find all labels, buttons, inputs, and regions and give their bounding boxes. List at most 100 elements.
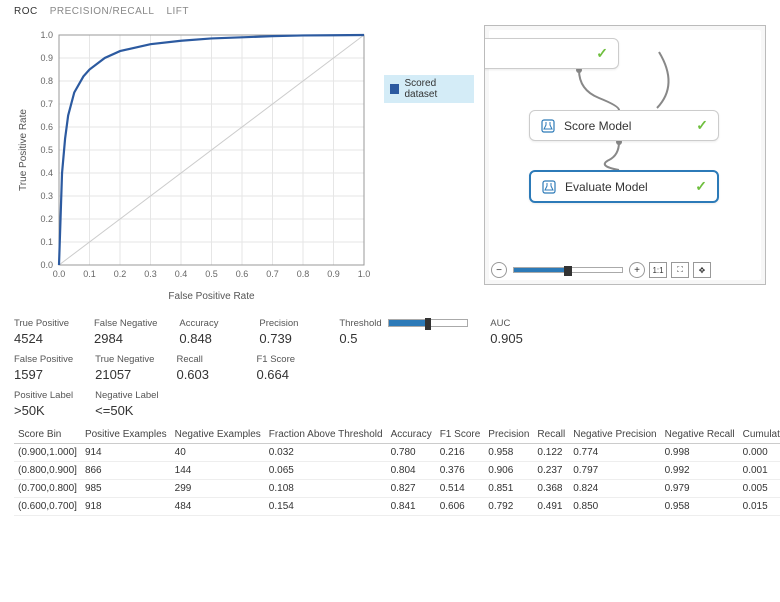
table-cell: 0.000 bbox=[739, 444, 780, 462]
table-header[interactable]: Score Bin bbox=[14, 426, 81, 444]
flask-icon bbox=[541, 179, 557, 195]
prec-label: Precision bbox=[259, 318, 317, 329]
table-cell: 0.906 bbox=[484, 462, 533, 480]
table-cell: 866 bbox=[81, 462, 171, 480]
legend-swatch bbox=[390, 84, 399, 94]
svg-text:0.8: 0.8 bbox=[297, 269, 310, 279]
table-header[interactable]: F1 Score bbox=[436, 426, 485, 444]
table-header[interactable]: Cumulative AUC bbox=[739, 426, 780, 444]
score-bin-table: Score BinPositive ExamplesNegative Examp… bbox=[14, 426, 780, 516]
experiment-canvas[interactable]: el ✓ Score Model ✓ Evaluate Model ✓ − bbox=[484, 25, 766, 285]
svg-text:0.3: 0.3 bbox=[40, 191, 53, 201]
fp-label: False Positive bbox=[14, 354, 73, 365]
table-cell: 0.792 bbox=[484, 498, 533, 516]
table-cell: 0.979 bbox=[661, 480, 739, 498]
metric-tabs: ROC PRECISION/RECALL LIFT bbox=[0, 0, 780, 25]
svg-text:0.9: 0.9 bbox=[327, 269, 340, 279]
table-cell: 0.514 bbox=[436, 480, 485, 498]
table-row[interactable]: (0.800,0.900]8661440.0650.8040.3760.9060… bbox=[14, 462, 780, 480]
table-cell: 0.998 bbox=[661, 444, 739, 462]
table-cell: 0.780 bbox=[387, 444, 436, 462]
table-cell: 918 bbox=[81, 498, 171, 516]
table-header[interactable]: Fraction Above Threshold bbox=[265, 426, 387, 444]
zoom-out-button[interactable]: − bbox=[491, 262, 507, 278]
table-header[interactable]: Negative Examples bbox=[171, 426, 265, 444]
auc-label: AUC bbox=[490, 318, 548, 329]
table-cell: 0.376 bbox=[436, 462, 485, 480]
node-label: Score Model bbox=[564, 119, 631, 133]
table-cell: 0.850 bbox=[569, 498, 660, 516]
table-cell: (0.700,0.800] bbox=[14, 480, 81, 498]
table-cell: 0.841 bbox=[387, 498, 436, 516]
recall-value: 0.603 bbox=[176, 365, 234, 382]
svg-text:0.1: 0.1 bbox=[83, 269, 96, 279]
table-header[interactable]: Accuracy bbox=[387, 426, 436, 444]
table-header[interactable]: Recall bbox=[533, 426, 569, 444]
table-cell: 0.827 bbox=[387, 480, 436, 498]
table-row[interactable]: (0.700,0.800]9852990.1080.8270.5140.8510… bbox=[14, 480, 780, 498]
zoom-fit-button[interactable]: ⛶ bbox=[671, 262, 689, 278]
check-icon: ✓ bbox=[596, 45, 608, 62]
fp-value: 1597 bbox=[14, 365, 73, 382]
tab-roc[interactable]: ROC bbox=[14, 6, 38, 17]
recall-label: Recall bbox=[176, 354, 234, 365]
zoom-in-button[interactable]: + bbox=[629, 262, 645, 278]
table-cell: 299 bbox=[171, 480, 265, 498]
table-header[interactable]: Negative Recall bbox=[661, 426, 739, 444]
svg-text:0.5: 0.5 bbox=[40, 145, 53, 155]
auc-value: 0.905 bbox=[490, 329, 548, 346]
tn-value: 21057 bbox=[95, 365, 154, 382]
pan-button[interactable]: ✥ bbox=[693, 262, 711, 278]
svg-text:0.6: 0.6 bbox=[236, 269, 249, 279]
acc-label: Accuracy bbox=[179, 318, 237, 329]
acc-value: 0.848 bbox=[179, 329, 237, 346]
svg-text:False Positive Rate: False Positive Rate bbox=[168, 291, 255, 302]
table-cell: 0.992 bbox=[661, 462, 739, 480]
svg-text:True Positive Rate: True Positive Rate bbox=[18, 109, 29, 191]
canvas-node-partial[interactable]: el ✓ bbox=[484, 38, 619, 69]
svg-text:0.1: 0.1 bbox=[40, 237, 53, 247]
table-cell: 0.851 bbox=[484, 480, 533, 498]
table-cell: 0.108 bbox=[265, 480, 387, 498]
svg-text:0.6: 0.6 bbox=[40, 122, 53, 132]
table-header[interactable]: Positive Examples bbox=[81, 426, 171, 444]
prec-value: 0.739 bbox=[259, 329, 317, 346]
neglabel-value: <=50K bbox=[95, 401, 158, 418]
svg-text:0.4: 0.4 bbox=[175, 269, 188, 279]
table-cell: 0.824 bbox=[569, 480, 660, 498]
svg-text:0.9: 0.9 bbox=[40, 53, 53, 63]
table-cell: 0.237 bbox=[533, 462, 569, 480]
table-row[interactable]: (0.900,1.000]914400.0320.7800.2160.9580.… bbox=[14, 444, 780, 462]
zoom-actual-button[interactable]: 1:1 bbox=[649, 262, 667, 278]
table-cell: 0.216 bbox=[436, 444, 485, 462]
table-header[interactable]: Precision bbox=[484, 426, 533, 444]
tab-precision-recall[interactable]: PRECISION/RECALL bbox=[50, 6, 155, 17]
thresh-label: Threshold bbox=[339, 318, 468, 329]
zoom-slider[interactable] bbox=[513, 267, 623, 273]
check-icon: ✓ bbox=[696, 117, 708, 134]
fn-value: 2984 bbox=[94, 329, 157, 346]
canvas-node-score-model[interactable]: Score Model ✓ bbox=[529, 110, 719, 141]
table-cell: (0.800,0.900] bbox=[14, 462, 81, 480]
zoom-toolbar: − + 1:1 ⛶ ✥ bbox=[491, 262, 759, 278]
canvas-node-evaluate-model[interactable]: Evaluate Model ✓ bbox=[529, 170, 719, 203]
svg-text:1.0: 1.0 bbox=[40, 30, 53, 40]
poslabel-label: Positive Label bbox=[14, 390, 73, 401]
table-cell: 0.154 bbox=[265, 498, 387, 516]
svg-text:0.2: 0.2 bbox=[40, 214, 53, 224]
table-cell: 40 bbox=[171, 444, 265, 462]
table-cell: 0.606 bbox=[436, 498, 485, 516]
threshold-slider[interactable] bbox=[388, 319, 468, 327]
thresh-value: 0.5 bbox=[339, 329, 468, 346]
tp-label: True Positive bbox=[14, 318, 72, 329]
legend-scored-dataset[interactable]: Scored dataset bbox=[384, 75, 474, 103]
table-cell: 0.797 bbox=[569, 462, 660, 480]
table-row[interactable]: (0.600,0.700]9184840.1540.8410.6060.7920… bbox=[14, 498, 780, 516]
tab-lift[interactable]: LIFT bbox=[166, 6, 189, 17]
table-header[interactable]: Negative Precision bbox=[569, 426, 660, 444]
svg-text:0.5: 0.5 bbox=[205, 269, 218, 279]
neglabel-label: Negative Label bbox=[95, 390, 158, 401]
svg-text:1.0: 1.0 bbox=[358, 269, 371, 279]
svg-text:0.2: 0.2 bbox=[114, 269, 127, 279]
node-label: Evaluate Model bbox=[565, 180, 648, 194]
